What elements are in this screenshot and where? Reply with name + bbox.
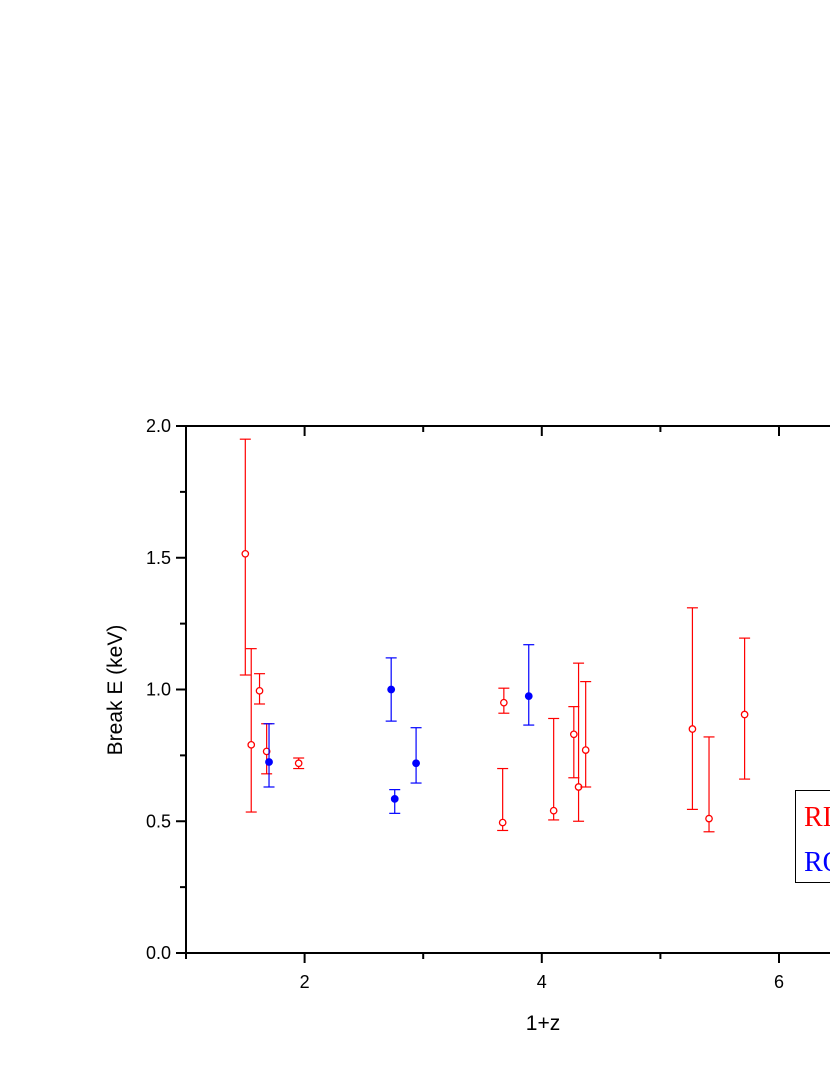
data-point — [295, 760, 301, 766]
data-point — [266, 759, 273, 766]
data-point — [525, 693, 532, 700]
y-tick-label: 2.0 — [146, 416, 171, 436]
data-point — [571, 731, 577, 737]
data-point — [689, 726, 695, 732]
data-point — [388, 686, 395, 693]
y-tick-label: 1.0 — [146, 680, 171, 700]
x-tick-label: 2 — [300, 972, 310, 992]
data-point — [501, 699, 507, 705]
y-axis-label: Break E (keV) — [104, 625, 127, 756]
y-tick-label: 0.0 — [146, 943, 171, 963]
data-point — [706, 815, 712, 821]
data-point — [248, 742, 254, 748]
legend-entry-ro: RO — [804, 847, 830, 878]
data-point — [741, 711, 747, 717]
data-point — [582, 747, 588, 753]
data-point — [391, 795, 398, 802]
data-point — [499, 819, 505, 825]
y-tick-label: 1.5 — [146, 548, 171, 568]
x-axis-label: 1+z — [526, 1012, 560, 1035]
data-point — [413, 760, 420, 767]
data-point — [256, 688, 262, 694]
y-tick-label: 0.5 — [146, 811, 171, 831]
x-tick-label: 6 — [774, 972, 784, 992]
data-point — [242, 551, 248, 557]
legend-entry-ri: RI — [804, 802, 830, 833]
data-point — [550, 808, 556, 814]
x-tick-label: 4 — [537, 972, 547, 992]
